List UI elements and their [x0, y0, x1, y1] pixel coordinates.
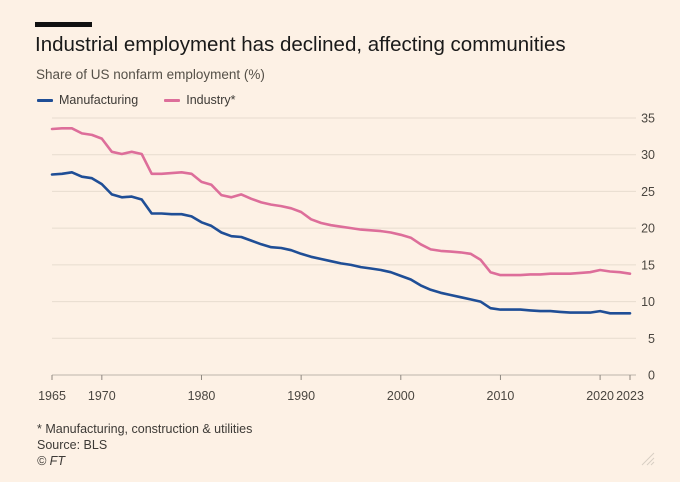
x-tick-label: 1970	[88, 389, 116, 403]
source-note: Source: BLS	[37, 438, 108, 452]
grid-lines	[52, 117, 636, 376]
brand-bar	[35, 22, 92, 27]
series-lines	[50, 127, 632, 315]
resize-corner-icon	[641, 452, 655, 466]
line-chart: 0 5 10 15 20 25 30 35 1965 1970 1980 1990 2000 2010 2…	[38, 112, 655, 404]
y-tick-label: 20	[641, 222, 655, 236]
x-tick-label: 2020	[586, 389, 614, 403]
series-line-industry	[50, 127, 632, 277]
y-tick-label: 15	[641, 258, 655, 272]
copyright-credit: © FT	[37, 454, 65, 468]
x-tick-label: 2010	[487, 389, 515, 403]
legend-label-manufacturing: Manufacturing	[59, 93, 139, 107]
chart-title: Industrial employment has declined, affe…	[35, 33, 566, 56]
legend-swatch-manufacturing	[37, 98, 53, 102]
x-axis: 1965 1970 1980 1990 2000 2010 2020 2023	[38, 375, 644, 403]
legend: Manufacturing Industry*	[37, 93, 262, 107]
y-tick-label: 10	[641, 295, 655, 309]
legend-swatch-industry	[164, 98, 181, 102]
legend-item-manufacturing[interactable]: Manufacturing	[37, 93, 138, 107]
legend-label-industry: Industry*	[186, 93, 236, 107]
y-tick-label: 0	[648, 369, 655, 383]
series-line-manufacturing	[50, 171, 632, 315]
y-tick-label: 5	[648, 332, 655, 346]
y-tick-label: 25	[641, 185, 655, 199]
y-tick-label: 35	[641, 112, 655, 126]
x-tick-label: 1980	[188, 389, 216, 403]
legend-item-industry[interactable]: Industry*	[164, 93, 236, 107]
y-axis-labels: 0 5 10 15 20 25 30 35	[641, 112, 655, 383]
x-tick-label: 1965	[38, 389, 66, 403]
y-tick-label: 30	[641, 148, 655, 162]
footnote: * Manufacturing, construction & utilitie…	[37, 422, 253, 436]
x-tick-label: 1990	[287, 389, 315, 403]
x-tick-label: 2000	[387, 389, 415, 403]
x-tick-label: 2023	[616, 389, 644, 403]
chart-subtitle: Share of US nonfarm employment (%)	[36, 67, 265, 82]
